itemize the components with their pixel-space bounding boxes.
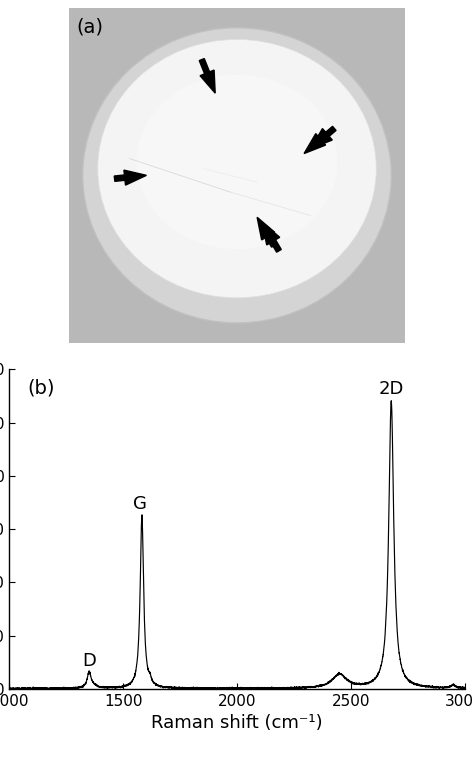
Text: (b): (b) xyxy=(27,379,55,398)
Text: (a): (a) xyxy=(76,17,103,36)
Text: D: D xyxy=(82,652,96,670)
FancyArrow shape xyxy=(257,217,276,248)
Ellipse shape xyxy=(137,75,337,249)
FancyArrow shape xyxy=(199,58,215,93)
X-axis label: Raman shift (cm⁻¹): Raman shift (cm⁻¹) xyxy=(151,715,323,732)
Ellipse shape xyxy=(98,39,376,298)
Ellipse shape xyxy=(82,28,392,323)
Text: 2D: 2D xyxy=(379,380,404,398)
FancyArrow shape xyxy=(262,223,281,252)
Text: G: G xyxy=(133,494,147,512)
FancyArrow shape xyxy=(114,170,146,185)
FancyArrow shape xyxy=(304,132,329,154)
FancyArrow shape xyxy=(311,126,336,148)
